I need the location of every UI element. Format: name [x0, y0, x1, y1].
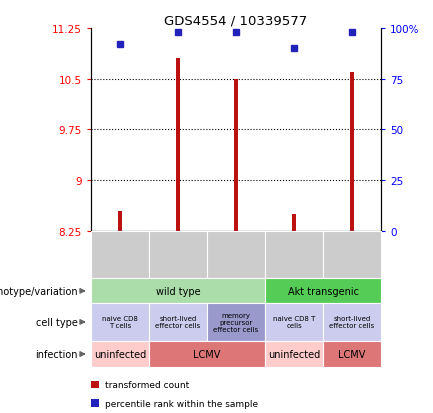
Bar	[292, 214, 296, 231]
Text: short-lived
effector cells: short-lived effector cells	[155, 316, 200, 329]
Text: wild type: wild type	[155, 286, 200, 296]
Text: uninfected: uninfected	[268, 349, 320, 359]
Text: LCMV: LCMV	[338, 349, 366, 359]
Text: naive CD8 T
cells: naive CD8 T cells	[273, 316, 315, 329]
Text: cell type: cell type	[36, 317, 78, 327]
Bar	[118, 211, 122, 231]
Text: Akt transgenic: Akt transgenic	[288, 286, 359, 296]
Bar	[350, 73, 354, 231]
Text: percentile rank within the sample: percentile rank within the sample	[105, 399, 259, 408]
Text: memory
precursor
effector cells: memory precursor effector cells	[213, 312, 259, 332]
Text: LCMV: LCMV	[193, 349, 221, 359]
Text: infection: infection	[36, 349, 78, 359]
Text: uninfected: uninfected	[94, 349, 146, 359]
Text: genotype/variation: genotype/variation	[0, 286, 78, 296]
Title: GDS4554 / 10339577: GDS4554 / 10339577	[165, 15, 307, 28]
Text: short-lived
effector cells: short-lived effector cells	[330, 316, 375, 329]
Bar	[234, 80, 238, 231]
Text: naive CD8
T cells: naive CD8 T cells	[102, 316, 138, 329]
Bar	[176, 59, 180, 231]
Text: transformed count: transformed count	[105, 380, 190, 389]
